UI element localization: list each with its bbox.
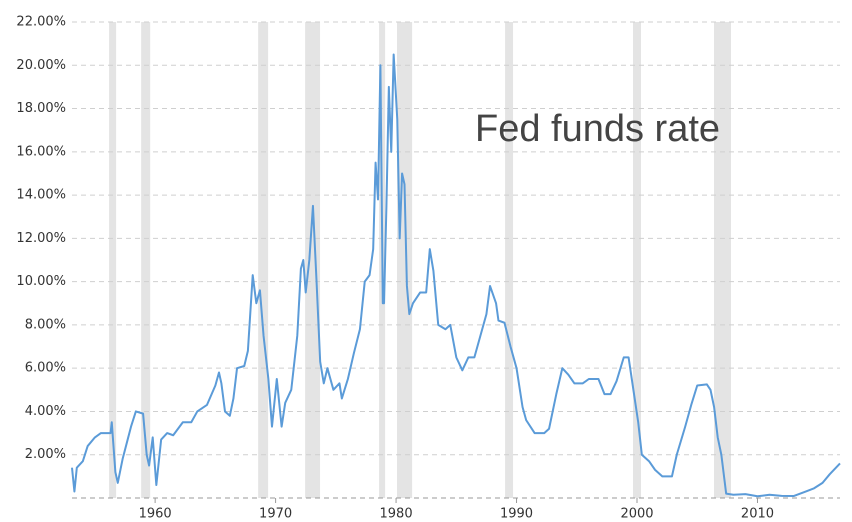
y-tick-label: 22.00% — [16, 15, 66, 30]
x-tick-label: 2010 — [741, 507, 774, 522]
recession-band — [713, 22, 731, 498]
x-tick-label: 1970 — [259, 507, 292, 522]
y-tick-label: 18.00% — [16, 101, 66, 116]
y-tick-label: 16.00% — [16, 144, 66, 159]
recession-band — [305, 22, 321, 498]
y-tick-label: 12.00% — [16, 231, 66, 246]
y-tick-label: 6.00% — [25, 361, 66, 376]
x-tick-label: 2000 — [620, 507, 653, 522]
y-tick-label: 10.00% — [16, 274, 66, 289]
recession-band — [633, 22, 641, 498]
recession-band — [505, 22, 514, 498]
rate-line — [71, 53, 841, 498]
x-tick-label: 1990 — [500, 507, 533, 522]
x-tick-label: 1980 — [380, 507, 413, 522]
y-tick-label: 8.00% — [25, 317, 66, 332]
recession-band — [258, 22, 269, 498]
y-tick-label: 20.00% — [16, 58, 66, 73]
y-tick-label: 2.00% — [25, 447, 66, 462]
y-tick-label: 4.00% — [25, 404, 66, 419]
y-tick-label: 14.00% — [16, 188, 66, 203]
recession-band — [397, 22, 413, 498]
recession-band — [109, 22, 117, 498]
recession-band — [141, 22, 151, 498]
chart-title: Fed funds rate — [475, 108, 720, 150]
x-tick-label: 1960 — [139, 507, 172, 522]
